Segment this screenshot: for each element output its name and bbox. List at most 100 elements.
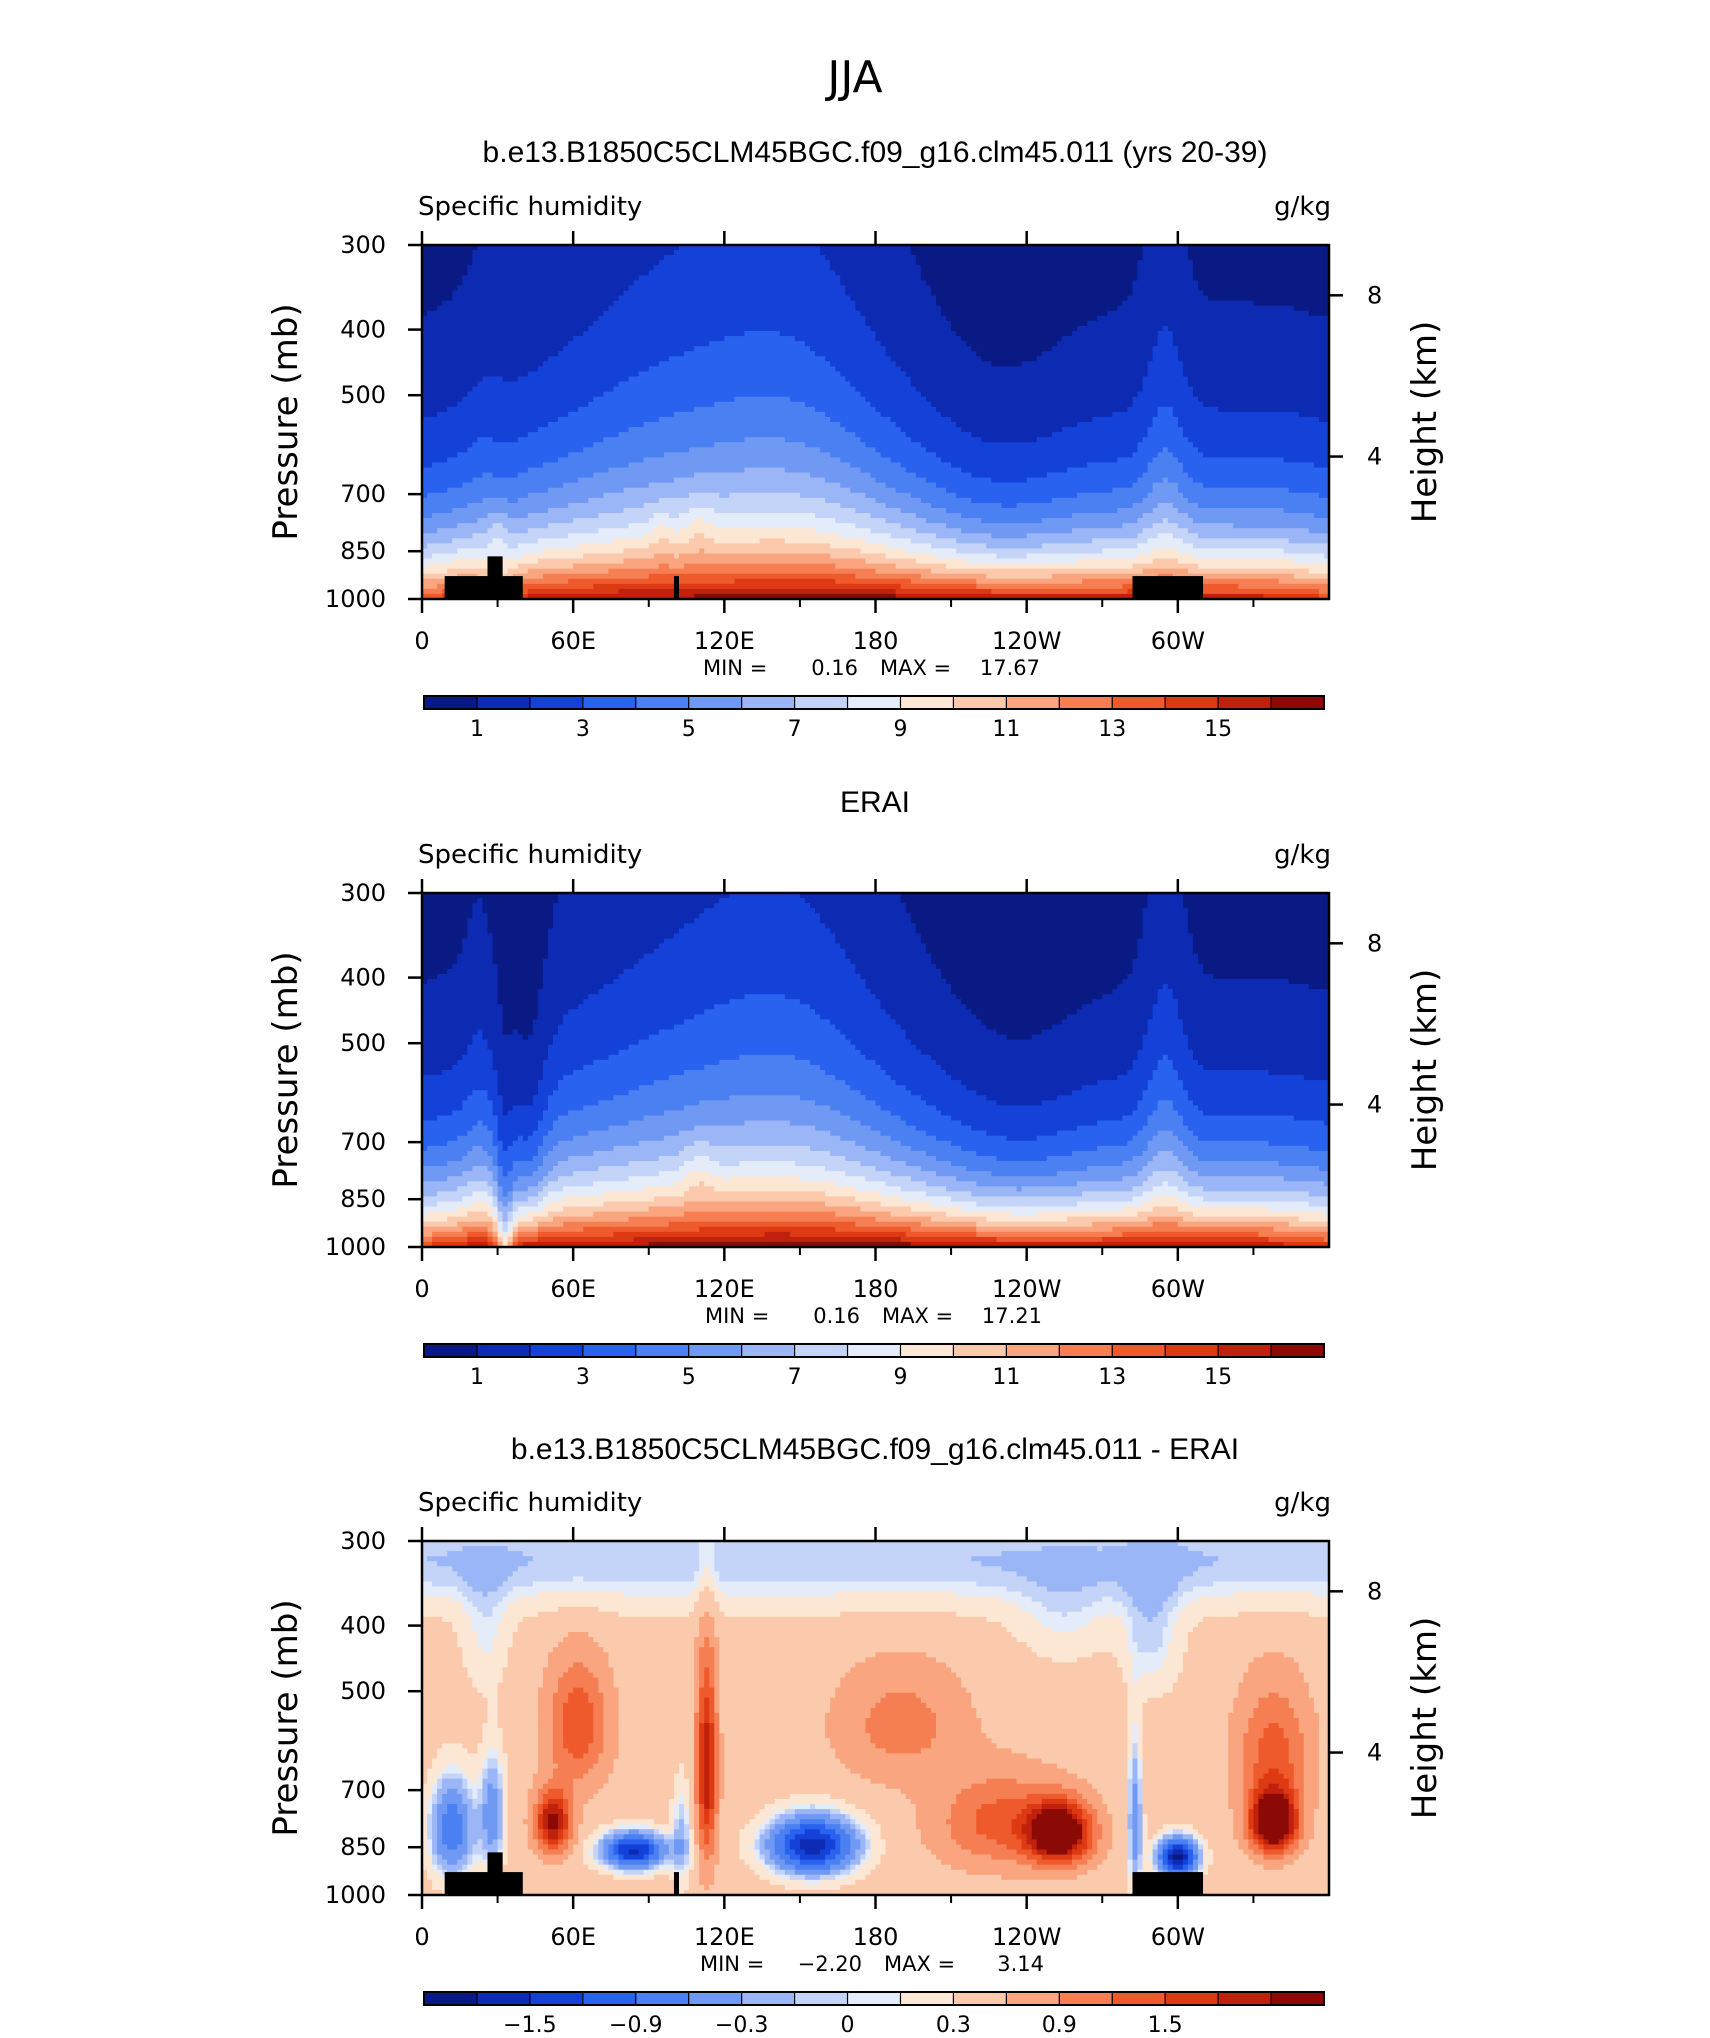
contour-cell — [1253, 1763, 1295, 1770]
contour-cell — [598, 1849, 604, 1856]
contour-cell — [925, 1130, 987, 1137]
contour-cell — [724, 1743, 831, 1749]
contour-cell — [462, 1793, 468, 1800]
height-tick-label: 4 — [1367, 443, 1382, 471]
contour-cell — [1152, 1859, 1159, 1866]
contour-cell — [1283, 1176, 1329, 1182]
contour-cell — [578, 543, 650, 550]
contour-cell — [1157, 1839, 1164, 1846]
contour-cell — [1102, 1834, 1113, 1840]
contour-cell — [558, 1803, 564, 1810]
contour-cell — [1077, 422, 1154, 428]
contour-cell — [462, 1798, 473, 1805]
contour-cell — [1303, 1075, 1329, 1081]
contour-cell — [527, 1788, 539, 1795]
contour-cell — [1097, 1546, 1103, 1552]
contour-cell — [573, 1803, 584, 1810]
contour-cell — [472, 1844, 484, 1851]
contour-cell — [1263, 1793, 1285, 1800]
contour-cell — [1298, 1824, 1305, 1830]
contour-cell — [1137, 1758, 1144, 1765]
contour-cell — [915, 1044, 1144, 1051]
contour-cell — [583, 1773, 610, 1780]
pressure-tick-label: 400 — [340, 1612, 386, 1640]
contour-cell — [532, 1171, 549, 1177]
contour-cell — [437, 1561, 529, 1567]
contour-cell — [1197, 1854, 1204, 1861]
contour-cell — [502, 1596, 519, 1603]
contour-cell — [482, 1809, 499, 1815]
contour-cell — [744, 1120, 791, 1127]
contour-cell — [835, 1075, 892, 1081]
contour-cell — [1132, 1196, 1154, 1203]
contour-cell — [1142, 1718, 1229, 1724]
contour-cell — [563, 1075, 670, 1081]
contour-cell — [1142, 1723, 1229, 1729]
contour-cell — [437, 1819, 443, 1825]
contour-cell — [1157, 452, 1174, 458]
colorbar-swatch — [582, 1343, 637, 1358]
contour-cell — [1072, 1854, 1083, 1861]
contour-cell — [694, 1697, 700, 1704]
contour-cell — [835, 1829, 846, 1835]
colorbar-swatch — [1217, 1991, 1272, 2006]
contour-cell — [487, 1768, 499, 1775]
contour-cell — [1253, 1819, 1260, 1825]
contour-cell — [537, 1743, 554, 1749]
contour-cell — [517, 1226, 539, 1233]
contour-cell — [961, 1677, 1123, 1684]
contour-cell — [522, 1551, 700, 1557]
contour-cell — [1162, 1854, 1169, 1861]
contour-cell — [1298, 1829, 1305, 1835]
contour-cell — [1137, 518, 1164, 524]
contour-cell — [684, 1809, 690, 1815]
contour-cell — [422, 1616, 443, 1623]
contour-cell — [678, 1803, 685, 1810]
contour-cell — [1187, 1849, 1194, 1856]
contour-cell — [1228, 1768, 1244, 1775]
contour-cell — [971, 1556, 1219, 1562]
contour-cell — [709, 1854, 720, 1861]
contour-cell — [563, 1014, 695, 1021]
contour-cell — [840, 1029, 907, 1036]
contour-cell — [835, 1854, 846, 1861]
contour-cell — [1127, 1743, 1134, 1749]
contour-cell — [684, 923, 826, 929]
contour-cell — [1066, 1798, 1078, 1805]
contour-cell — [714, 1591, 725, 1598]
contour-cell — [1117, 507, 1154, 514]
contour-cell — [1147, 893, 1184, 899]
contour-cell — [618, 1743, 695, 1749]
longitude-tick-label: 0 — [414, 627, 429, 655]
contour-cell — [512, 1637, 564, 1643]
contour-cell — [673, 1859, 685, 1866]
contour-cell — [1137, 1768, 1144, 1775]
contour-cell — [704, 1672, 710, 1679]
contour-cell — [971, 472, 1048, 479]
contour-cell — [850, 1869, 856, 1876]
colorbar-swatch — [1164, 1991, 1220, 2006]
contour-cell — [462, 1854, 468, 1861]
contour-cell — [684, 1201, 826, 1208]
contour-cell — [714, 1738, 720, 1744]
colorbar-swatch — [635, 1991, 690, 2006]
contour-cell — [593, 1859, 599, 1866]
colorbar-swatch — [529, 695, 584, 710]
contour-cell — [875, 1166, 922, 1172]
contour-cell — [905, 1029, 998, 1036]
contour-cell — [1117, 984, 1164, 990]
contour-cell — [472, 1626, 499, 1633]
contour-cell — [1137, 265, 1194, 271]
contour-cell — [749, 1819, 766, 1825]
contour-cell — [492, 1135, 499, 1142]
contour-cell — [1142, 1834, 1149, 1840]
contour-cell — [497, 1166, 504, 1172]
contour-cell — [613, 1829, 630, 1835]
contour-cell — [422, 518, 479, 524]
contour-cell — [1142, 1191, 1189, 1198]
contour-cell — [719, 1697, 831, 1704]
contour-cell — [648, 1241, 912, 1247]
contour-cell — [598, 1642, 695, 1648]
contour-cell — [452, 1064, 494, 1071]
contour-cell — [457, 1186, 494, 1192]
